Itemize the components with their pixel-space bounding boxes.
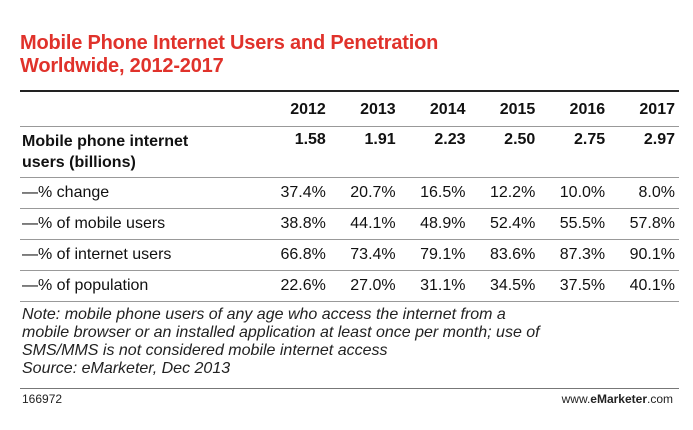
table-cell: 8.0% xyxy=(609,177,679,209)
column-header: 2017 xyxy=(609,94,679,127)
table-cell: 16.5% xyxy=(399,177,470,209)
note-line: mobile browser or an installed applicati… xyxy=(22,324,540,341)
table-cell: 90.1% xyxy=(609,239,679,271)
table-cell: 37.5% xyxy=(539,270,610,302)
table-row: Mobile phone internet users (billions) 1… xyxy=(20,126,679,178)
table-cell: 2.50 xyxy=(469,126,540,178)
chart-note: Note: mobile phone users of any age who … xyxy=(22,306,672,378)
row-label: —% of internet users xyxy=(20,239,260,271)
brand-prefix: www. xyxy=(561,392,591,406)
table-cell: 79.1% xyxy=(399,239,470,271)
table-cell: 37.4% xyxy=(260,177,330,209)
table-header-row: 2012 2013 2014 2015 2016 2017 xyxy=(20,94,679,127)
table-cell: 66.8% xyxy=(260,239,330,271)
header-rule xyxy=(20,90,679,92)
row-label-line1: Mobile phone internet xyxy=(22,133,189,150)
table-cell: 1.58 xyxy=(260,126,330,178)
table-cell: 12.2% xyxy=(469,177,540,209)
column-header: 2014 xyxy=(399,94,470,127)
table-row: —% of population 22.6% 27.0% 31.1% 34.5%… xyxy=(20,270,679,302)
brand-name: eMarketer xyxy=(590,392,647,406)
column-header: 2015 xyxy=(469,94,540,127)
table-cell: 22.6% xyxy=(260,270,330,302)
row-label: —% change xyxy=(20,177,260,209)
table-cell: 40.1% xyxy=(609,270,679,302)
table-cell: 27.0% xyxy=(329,270,400,302)
table-cell: 87.3% xyxy=(539,239,610,271)
table-cell: 10.0% xyxy=(539,177,610,209)
row-label: Mobile phone internet users (billions) xyxy=(20,126,260,178)
table-row: —% of internet users 66.8% 73.4% 79.1% 8… xyxy=(20,239,679,271)
table-cell: 73.4% xyxy=(329,239,400,271)
row-label-line2: users (billions) xyxy=(22,154,136,171)
table-cell: 2.23 xyxy=(399,126,470,178)
table-cell: 55.5% xyxy=(539,208,610,240)
table-cell: 38.8% xyxy=(260,208,330,240)
table-cell: 2.97 xyxy=(609,126,679,178)
column-header: 2016 xyxy=(539,94,610,127)
brand-link[interactable]: www.eMarketer.com xyxy=(562,392,673,406)
table-cell: 2.75 xyxy=(539,126,610,178)
table-cell: 52.4% xyxy=(469,208,540,240)
table-cell: 44.1% xyxy=(329,208,400,240)
source-line: Source: eMarketer, Dec 2013 xyxy=(22,360,231,377)
column-header: 2012 xyxy=(260,94,330,127)
column-header: 2013 xyxy=(329,94,400,127)
chart-id: 166972 xyxy=(22,392,63,406)
table-cell: 57.8% xyxy=(609,208,679,240)
table-cell: 31.1% xyxy=(399,270,470,302)
table-cell: 1.91 xyxy=(329,126,400,178)
row-label: —% of population xyxy=(20,270,260,302)
row-label: —% of mobile users xyxy=(20,208,260,240)
table-cell: 20.7% xyxy=(329,177,400,209)
table-row: —% change 37.4% 20.7% 16.5% 12.2% 10.0% … xyxy=(20,177,679,209)
table-cell: 48.9% xyxy=(399,208,470,240)
chart-title-line2: Worldwide, 2012-2017 xyxy=(20,55,224,77)
data-table: 2012 2013 2014 2015 2016 2017 Mobile pho… xyxy=(20,94,679,302)
note-line: Note: mobile phone users of any age who … xyxy=(22,306,506,323)
note-line: SMS/MMS is not considered mobile interne… xyxy=(22,342,388,359)
row-label-header xyxy=(20,94,260,127)
footer-rule xyxy=(20,388,679,389)
table-cell: 34.5% xyxy=(469,270,540,302)
chart-frame: Mobile Phone Internet Users and Penetrat… xyxy=(14,24,679,416)
table-cell: 83.6% xyxy=(469,239,540,271)
chart-title: Mobile Phone Internet Users and Penetrat… xyxy=(20,32,679,78)
brand-suffix: .com xyxy=(646,392,673,406)
table-row: —% of mobile users 38.8% 44.1% 48.9% 52.… xyxy=(20,208,679,240)
chart-title-line1: Mobile Phone Internet Users and Penetrat… xyxy=(20,32,439,54)
